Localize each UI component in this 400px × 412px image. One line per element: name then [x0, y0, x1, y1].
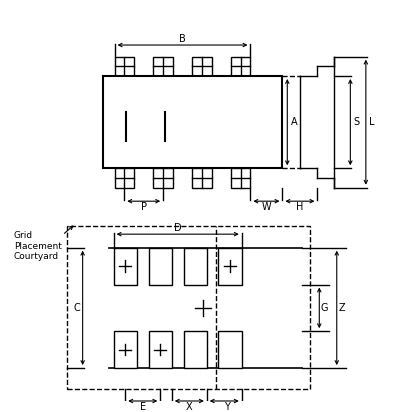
- Bar: [184, 248, 207, 285]
- Bar: [231, 168, 250, 187]
- Text: H: H: [296, 202, 304, 212]
- Bar: [115, 57, 134, 76]
- Text: A: A: [291, 117, 297, 127]
- Text: D: D: [174, 223, 182, 233]
- Text: W: W: [262, 202, 271, 212]
- Text: S: S: [353, 117, 359, 127]
- Text: C: C: [74, 303, 80, 313]
- Bar: [154, 168, 173, 187]
- Bar: [218, 331, 242, 368]
- Text: Z: Z: [338, 303, 345, 313]
- Text: Grid
Placement
Courtyard: Grid Placement Courtyard: [14, 231, 62, 261]
- Bar: [192, 57, 212, 76]
- Text: E: E: [140, 402, 146, 412]
- Bar: [231, 57, 250, 76]
- Bar: [148, 248, 172, 285]
- Bar: [115, 168, 134, 187]
- Bar: [114, 248, 137, 285]
- Text: L: L: [369, 117, 374, 127]
- Text: G: G: [320, 303, 328, 313]
- Text: B: B: [179, 34, 186, 44]
- Text: P: P: [141, 202, 147, 212]
- Bar: [184, 331, 207, 368]
- Bar: [218, 248, 242, 285]
- Bar: [114, 331, 137, 368]
- Bar: [192, 168, 212, 187]
- Bar: [103, 76, 282, 168]
- Text: Y: Y: [224, 402, 230, 412]
- Bar: [154, 57, 173, 76]
- Bar: [148, 331, 172, 368]
- Text: X: X: [186, 402, 193, 412]
- Bar: [67, 227, 310, 389]
